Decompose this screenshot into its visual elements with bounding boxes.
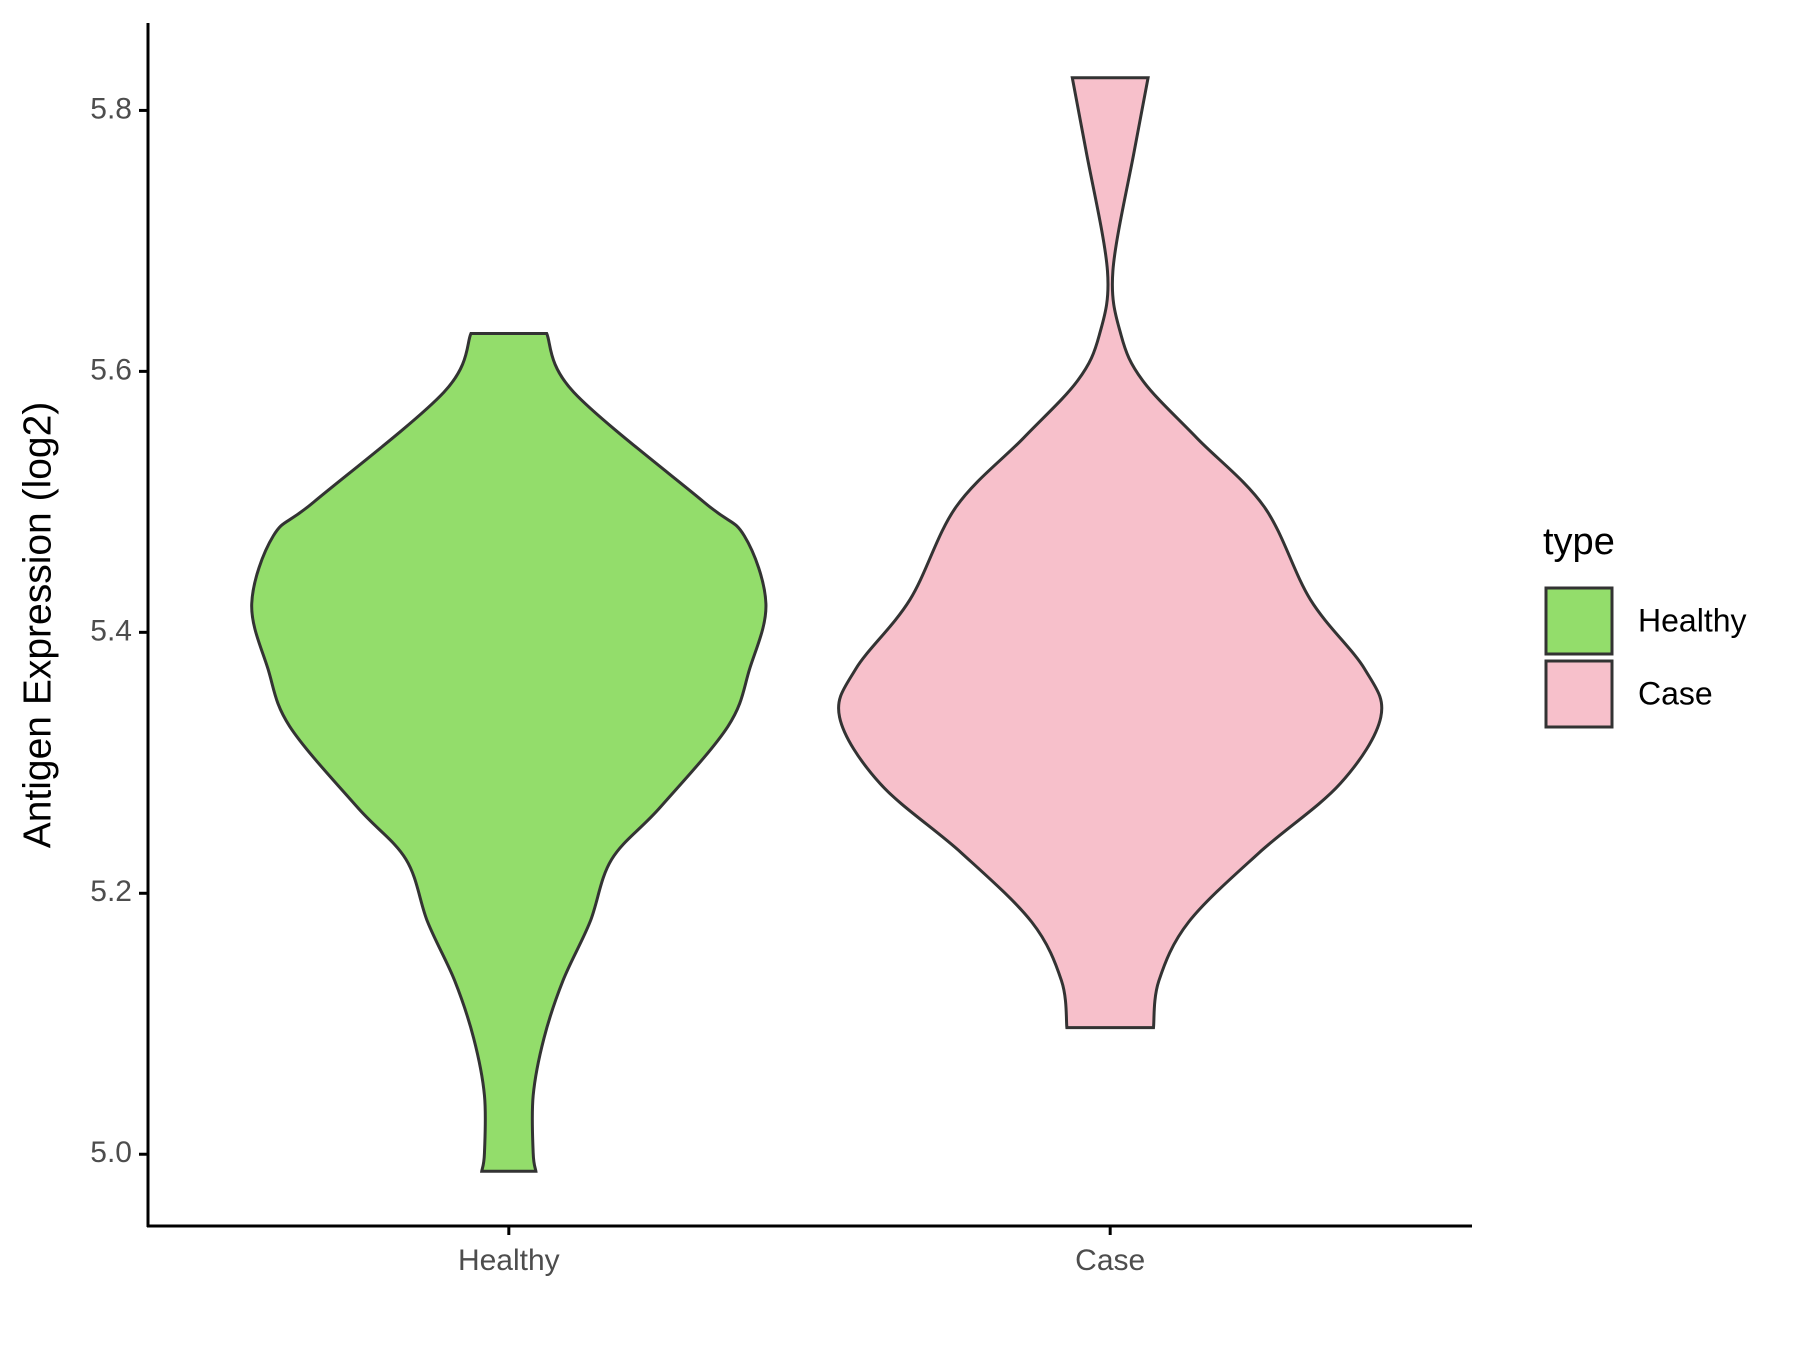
legend-title: type	[1543, 521, 1615, 563]
y-tick-label: 5.8	[90, 92, 132, 125]
x-tick-label: Case	[1075, 1244, 1145, 1277]
y-tick-label: 5.0	[90, 1136, 132, 1169]
y-tick-label: 5.2	[90, 875, 132, 908]
y-tick-label: 5.4	[90, 614, 132, 647]
legend-key	[1544, 586, 1614, 656]
violin	[837, 76, 1384, 1030]
y-axis-title: Antigen Expression (log2)	[16, 402, 59, 849]
legend-key	[1544, 659, 1614, 729]
violin	[250, 332, 768, 1173]
legend-label: Healthy	[1638, 602, 1747, 638]
y-tick-label: 5.6	[90, 353, 132, 386]
x-tick-label: Healthy	[458, 1244, 560, 1277]
legend-label: Case	[1638, 675, 1713, 711]
